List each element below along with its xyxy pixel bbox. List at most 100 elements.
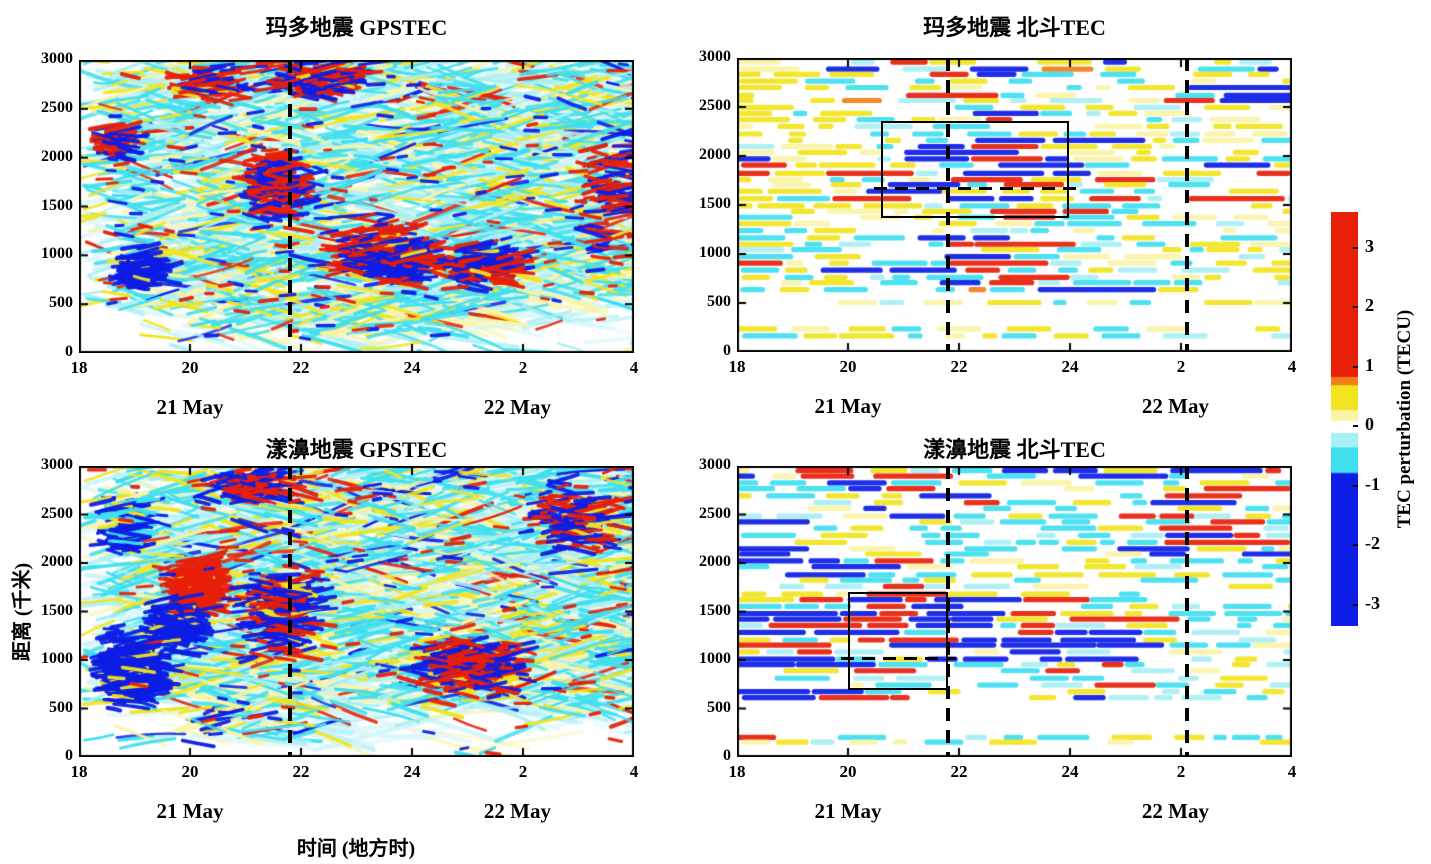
x-tick-label: 18: [728, 357, 746, 376]
highlight-box-dashed-line: [841, 656, 956, 660]
y-tick-label: 2500: [699, 97, 731, 114]
colorbar-tick-mark: [1353, 603, 1358, 606]
x-tick-label: 18: [70, 762, 88, 781]
panel-title-maduo-gpstec: 玛多地震 GPSTEC: [265, 15, 448, 40]
colorbar-label: TEC perturbation (TECU): [1394, 309, 1415, 529]
panel-title-yangbi-beidou: 漾濞地震 北斗TEC: [923, 437, 1106, 462]
highlight-box: [881, 120, 1069, 218]
panel-maduo-gpstec: 玛多地震 GPSTEC 18 20 22 24 2 4 0 500 1000 1500 2000 25…: [41, 15, 638, 419]
date-label: 21 May: [156, 799, 224, 823]
y-tick-label: 500: [49, 698, 73, 716]
x-tick-label: 22: [950, 762, 968, 781]
earthquake-time-dashed-line: [287, 60, 292, 353]
x-tick-label: 24: [1061, 357, 1079, 376]
y-tick-label: 3000: [41, 456, 73, 473]
colorbar-tick-mark: [1353, 365, 1358, 368]
y-tick-label: 500: [707, 293, 731, 310]
date-label: 21 May: [156, 395, 224, 419]
y-tick-label: 0: [723, 342, 731, 359]
x-tick-label: 2: [1176, 762, 1186, 781]
colorbar-tick-label: -2: [1365, 533, 1380, 554]
y-tick-label: 1000: [699, 244, 731, 261]
y-tick-label: 0: [723, 747, 731, 764]
colorbar: 3 2 1 0 -1 -2 -3: [1331, 212, 1380, 626]
colorbar-tick-mark: [1353, 306, 1358, 309]
y-tick-label: 1000: [41, 245, 73, 263]
x-tick-label: 4: [629, 762, 639, 781]
y-tick-label: 2500: [699, 504, 731, 522]
x-tick-label: 4: [1287, 762, 1297, 781]
x-tick-label: 20: [181, 762, 199, 781]
y-tick-label: 0: [65, 747, 73, 764]
x-tick-label: 20: [839, 357, 857, 376]
date-label: 21 May: [814, 394, 882, 418]
y-tick-label: 1500: [41, 196, 73, 214]
x-tick-label: 20: [181, 358, 199, 377]
colorbar-tick-mark: [1353, 246, 1358, 249]
y-tick-label: 1500: [699, 601, 731, 619]
x-tick-label: 18: [728, 762, 746, 781]
heatmap-canvas-maduo-gpstec: [79, 60, 634, 353]
colorbar-tick-label: 3: [1365, 235, 1374, 256]
x-tick-label: 4: [629, 358, 639, 377]
panel-title-maduo-beidou: 玛多地震 北斗TEC: [923, 15, 1106, 40]
earthquake-time-dashed-line: [1184, 58, 1189, 352]
heatmap-canvas-yangbi-beidou: [737, 466, 1292, 757]
x-tick-label: 22: [292, 358, 310, 377]
x-tick-label: 2: [518, 358, 528, 377]
date-label: 22 May: [483, 799, 551, 823]
panel-title-yangbi-gpstec: 漾濞地震 GPSTEC: [265, 437, 448, 462]
earthquake-time-dashed-line: [287, 466, 292, 757]
heatmap-canvas-yangbi-gpstec: [79, 466, 634, 757]
x-tick-label: 2: [518, 762, 528, 781]
earthquake-time-dashed-line: [1184, 466, 1189, 757]
x-tick-label: 20: [839, 762, 857, 781]
x-tick-label: 24: [403, 762, 421, 781]
y-axis-label: 距离 (千米): [11, 562, 34, 662]
y-tick-label: 1500: [41, 601, 73, 619]
x-tick-label: 18: [70, 358, 88, 377]
earthquake-time-dashed-line: [945, 58, 950, 352]
colorbar-tick-label: 0: [1365, 414, 1374, 435]
y-tick-label: 3000: [41, 50, 73, 67]
colorbar-tick-mark: [1353, 425, 1358, 428]
x-tick-label: 24: [1061, 762, 1079, 781]
date-label: 21 May: [814, 799, 882, 823]
x-tick-label: 24: [403, 358, 421, 377]
y-tick-label: 1000: [699, 650, 731, 667]
y-tick-label: 2000: [699, 146, 731, 163]
x-tick-label: 22: [292, 762, 310, 781]
date-label: 22 May: [483, 395, 551, 419]
y-tick-label: 500: [49, 294, 73, 312]
x-tick-label: 4: [1287, 357, 1297, 376]
colorbar-tick-label: -1: [1365, 473, 1380, 494]
x-tick-label: 22: [950, 357, 968, 376]
colorbar-tick-mark: [1353, 544, 1358, 547]
colorbar-tick-mark: [1353, 484, 1358, 487]
y-tick-label: 2500: [41, 504, 73, 522]
x-tick-label: 2: [1176, 357, 1186, 376]
y-tick-label: 1500: [699, 195, 731, 212]
y-tick-label: 1000: [41, 650, 73, 667]
x-axis-label: 时间 (地方时): [296, 838, 416, 860]
heatmap-canvas-maduo-beidou: [737, 58, 1292, 352]
colorbar-tick-label: 1: [1365, 354, 1374, 375]
date-label: 22 May: [1141, 799, 1209, 823]
y-tick-label: 500: [707, 698, 731, 716]
y-tick-label: 2000: [699, 553, 731, 570]
colorbar-tick-label: 2: [1365, 295, 1374, 316]
date-label: 22 May: [1141, 394, 1209, 418]
panel-maduo-beidou-tec: 玛多地震 北斗TEC 18 20 22 24 2 4 0 500 1000 1500 2000 250…: [699, 15, 1296, 418]
y-tick-label: 3000: [699, 48, 731, 65]
panel-yangbi-gpstec: 漾濞地震 GPSTEC 18 20 22 24 2 4 0 500 1000 1500 2000 25…: [41, 437, 638, 823]
y-tick-label: 2000: [41, 147, 73, 165]
y-tick-label: 2500: [41, 98, 73, 116]
highlight-box-dashed-line: [874, 186, 1077, 190]
y-tick-label: 0: [65, 343, 73, 360]
panel-yangbi-beidou-tec: 漾濞地震 北斗TEC 18 20 22 24 2 4 0 500 1000 1500 2000 250…: [699, 437, 1296, 823]
y-tick-label: 3000: [699, 456, 731, 473]
highlight-box: [848, 592, 948, 691]
colorbar-tick-label: -3: [1365, 592, 1380, 613]
colorbar-gradient: [1331, 212, 1358, 626]
